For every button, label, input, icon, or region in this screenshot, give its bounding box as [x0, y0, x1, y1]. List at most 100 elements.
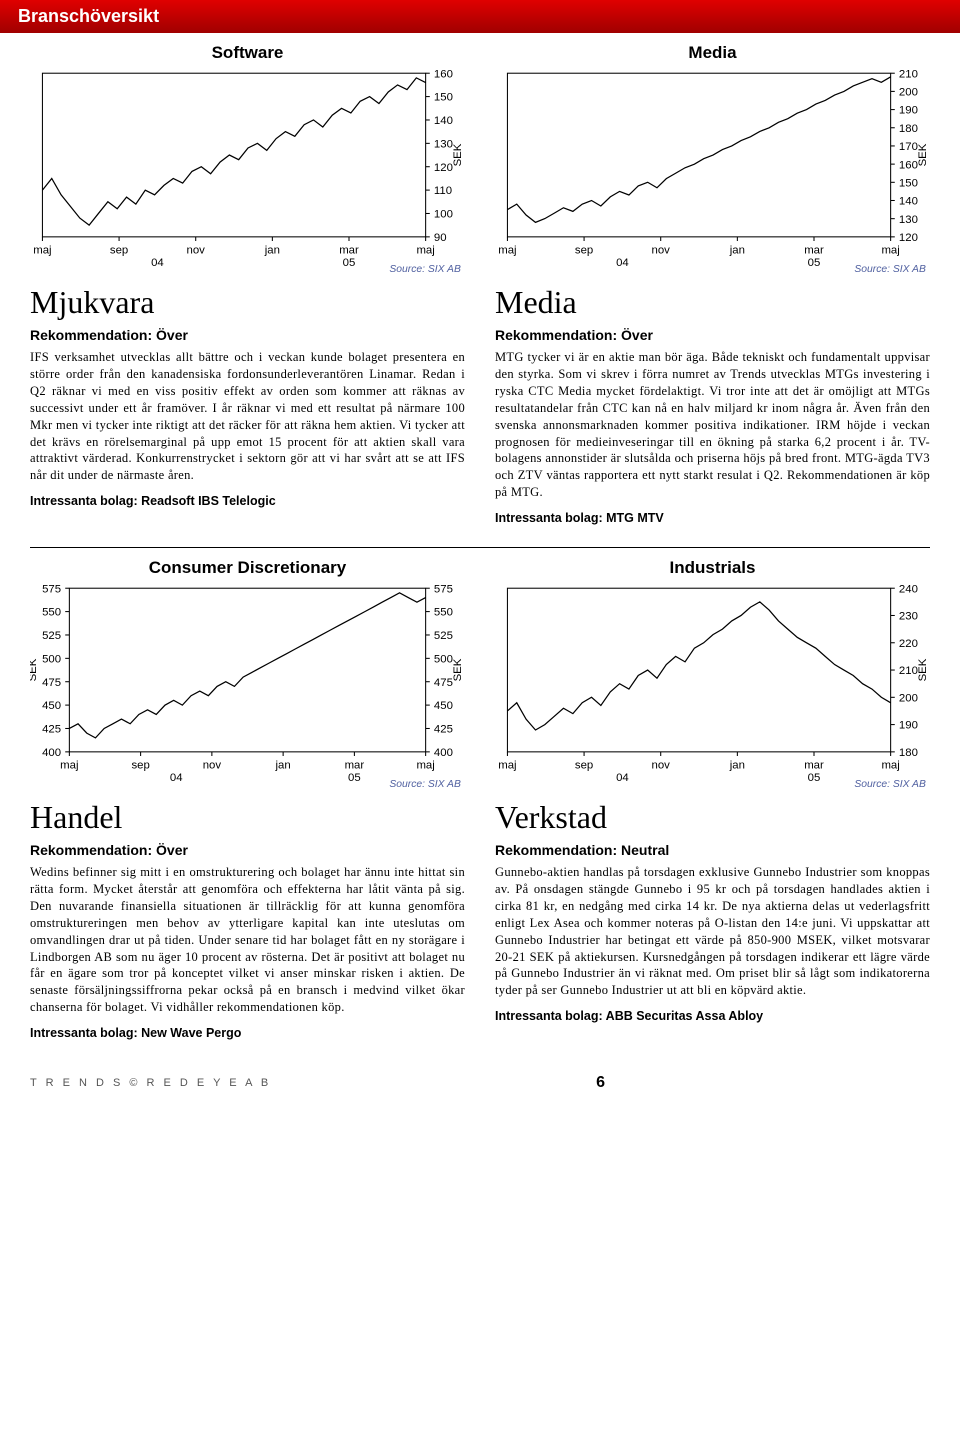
svg-text:210: 210 — [899, 68, 918, 80]
svg-text:575: 575 — [42, 583, 61, 595]
svg-text:Source: SIX AB: Source: SIX AB — [389, 264, 461, 274]
svg-text:525: 525 — [434, 630, 453, 642]
svg-text:sep: sep — [575, 759, 593, 771]
intressanta-media: Intressanta bolag: MTG MTV — [495, 511, 930, 525]
intressanta-verkstad: Intressanta bolag: ABB Securitas Assa Ab… — [495, 1009, 930, 1023]
svg-text:150: 150 — [434, 92, 453, 104]
row-1: Software 90100110120130140150160SEKmajse… — [30, 43, 930, 535]
col-mjukvara: Software 90100110120130140150160SEKmajse… — [30, 43, 465, 535]
chart-title-software: Software — [30, 43, 465, 63]
svg-text:SEK: SEK — [452, 143, 464, 166]
svg-text:425: 425 — [434, 724, 453, 736]
svg-text:jan: jan — [275, 759, 291, 771]
svg-text:450: 450 — [434, 700, 453, 712]
svg-text:450: 450 — [42, 700, 61, 712]
svg-text:475: 475 — [434, 677, 453, 689]
svg-text:400: 400 — [434, 747, 453, 759]
svg-text:190: 190 — [899, 105, 918, 117]
body-verkstad: Gunnebo-aktien handlas på torsdagen exkl… — [495, 864, 930, 999]
svg-text:maj: maj — [881, 759, 899, 771]
row-2: Consumer Discretionary 400 400 425 425 450 45… — [30, 558, 930, 1050]
svg-text:170: 170 — [899, 141, 918, 153]
section-title-media: Media — [495, 284, 930, 321]
svg-text:05: 05 — [348, 772, 361, 784]
svg-text:nov: nov — [652, 244, 671, 256]
intressanta-handel: Intressanta bolag: New Wave Pergo — [30, 1026, 465, 1040]
svg-text:maj: maj — [416, 759, 434, 771]
svg-text:maj: maj — [498, 244, 516, 256]
svg-text:190: 190 — [899, 720, 918, 732]
svg-text:200: 200 — [899, 87, 918, 99]
body-handel: Wedins befinner sig mitt i en omstruktur… — [30, 864, 465, 1016]
section-title-verkstad: Verkstad — [495, 799, 930, 836]
svg-text:SEK: SEK — [452, 658, 464, 681]
footer: T R E N D S © R E D E Y E A B 6 — [0, 1070, 960, 1102]
svg-text:04: 04 — [616, 772, 629, 784]
svg-text:160: 160 — [899, 159, 918, 171]
chart-title-consumer: Consumer Discretionary — [30, 558, 465, 578]
svg-text:425: 425 — [42, 724, 61, 736]
header-title: Branschöversikt — [18, 6, 159, 26]
chart-svg-industrials: 180190200210220230240SEKmajsepnovjanmarm… — [495, 582, 930, 789]
chart-software: Software 90100110120130140150160SEKmajse… — [30, 43, 465, 274]
svg-text:04: 04 — [170, 772, 183, 784]
divider-1 — [30, 547, 930, 548]
svg-text:90: 90 — [434, 232, 447, 244]
svg-text:mar: mar — [804, 759, 824, 771]
svg-text:240: 240 — [899, 583, 918, 595]
svg-text:mar: mar — [339, 244, 359, 256]
col-media: Media 120130140150160170180190200210SEKm… — [495, 43, 930, 535]
svg-text:maj: maj — [881, 244, 899, 256]
svg-text:maj: maj — [416, 244, 434, 256]
svg-text:jan: jan — [729, 244, 745, 256]
svg-text:120: 120 — [434, 162, 453, 174]
section-title-handel: Handel — [30, 799, 465, 836]
rek-media: Rekommendation: Över — [495, 327, 930, 343]
svg-text:550: 550 — [434, 607, 453, 619]
svg-text:maj: maj — [498, 759, 516, 771]
svg-text:400: 400 — [42, 747, 61, 759]
footer-left: T R E N D S © R E D E Y E A B — [30, 1077, 271, 1089]
footer-page: 6 — [596, 1074, 605, 1092]
body-mjukvara: IFS verksamhet utvecklas allt bättre och… — [30, 349, 465, 484]
svg-text:05: 05 — [808, 772, 821, 784]
svg-text:maj: maj — [33, 244, 51, 256]
svg-text:130: 130 — [899, 214, 918, 226]
svg-text:500: 500 — [434, 654, 453, 666]
svg-text:160: 160 — [434, 68, 453, 80]
svg-text:500: 500 — [42, 654, 61, 666]
section-title-mjukvara: Mjukvara — [30, 284, 465, 321]
svg-text:180: 180 — [899, 747, 918, 759]
chart-svg-media: 120130140150160170180190200210SEKmajsepn… — [495, 67, 930, 274]
svg-text:130: 130 — [434, 138, 453, 150]
svg-text:Source: SIX AB: Source: SIX AB — [854, 779, 926, 789]
svg-text:jan: jan — [264, 244, 280, 256]
svg-text:05: 05 — [808, 257, 821, 269]
svg-text:200: 200 — [899, 692, 918, 704]
svg-text:nov: nov — [187, 244, 206, 256]
svg-text:sep: sep — [575, 244, 593, 256]
svg-text:maj: maj — [60, 759, 78, 771]
svg-text:110: 110 — [434, 185, 452, 197]
svg-text:SEK: SEK — [30, 658, 39, 681]
svg-text:jan: jan — [729, 759, 745, 771]
col-verkstad: Industrials 180190200210220230240SEKmajs… — [495, 558, 930, 1050]
svg-text:Source: SIX AB: Source: SIX AB — [854, 264, 926, 274]
svg-text:nov: nov — [652, 759, 671, 771]
rek-mjukvara: Rekommendation: Över — [30, 327, 465, 343]
header-bar: Branschöversikt — [0, 0, 960, 33]
svg-text:140: 140 — [899, 196, 918, 208]
chart-svg-consumer: 4004004254254504504754755005005255255505… — [30, 582, 465, 789]
svg-text:05: 05 — [343, 257, 356, 269]
rek-verkstad: Rekommendation: Neutral — [495, 842, 930, 858]
svg-text:525: 525 — [42, 630, 61, 642]
svg-text:sep: sep — [131, 759, 149, 771]
svg-text:150: 150 — [899, 177, 918, 189]
svg-text:Source: SIX AB: Source: SIX AB — [389, 779, 461, 789]
content-area: Software 90100110120130140150160SEKmajse… — [0, 33, 960, 1070]
svg-text:120: 120 — [899, 232, 918, 244]
col-handel: Consumer Discretionary 400 400 425 425 450 45… — [30, 558, 465, 1050]
svg-text:nov: nov — [203, 759, 222, 771]
svg-text:SEK: SEK — [917, 658, 929, 681]
svg-text:04: 04 — [151, 257, 164, 269]
